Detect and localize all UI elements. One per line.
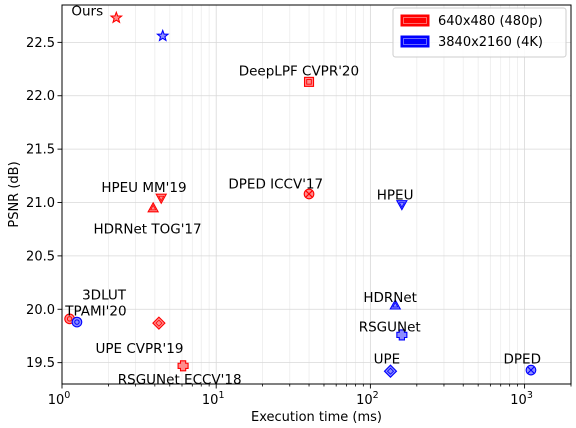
x-tick-label: 103 bbox=[510, 390, 533, 408]
point-4K-triangle-up bbox=[389, 298, 402, 310]
plot-frame bbox=[61, 4, 572, 385]
annotation-label: TPAMI'20 bbox=[64, 304, 126, 320]
point-annotations: Ours DeepLPF CVPR'20 HPEU MM'19 DPED ICCV'1… bbox=[64, 4, 541, 388]
point-480p-square bbox=[303, 76, 315, 87]
y-tick-label: 21.5 bbox=[26, 143, 55, 158]
legend: 640x480 (480p) 3840x2160 (4K) bbox=[392, 7, 567, 58]
x-tick-label: 101 bbox=[202, 390, 225, 408]
legend-swatch bbox=[400, 14, 430, 27]
point-4K-triangle-down bbox=[395, 200, 408, 211]
annotation-label: RSGUNet bbox=[359, 320, 421, 336]
annotation-label: RSGUNet ECCV'18 bbox=[118, 372, 242, 388]
y-tick-label: 19.5 bbox=[26, 356, 55, 371]
x-tick-label: 102 bbox=[356, 390, 379, 408]
x-tick-base: 10 bbox=[48, 393, 65, 408]
annotation-label: Ours bbox=[71, 4, 103, 20]
annotation-label: HDRNet TOG'17 bbox=[93, 221, 201, 237]
y-tick-label: 22.0 bbox=[26, 89, 55, 104]
x-tick-exponent: 2 bbox=[373, 390, 379, 401]
annotation-label: DPED bbox=[504, 352, 541, 368]
annotation-label: DPED ICCV'17 bbox=[228, 177, 323, 193]
legend-entry: 640x480 (480p) bbox=[400, 14, 543, 29]
annotation-label: 3DLUT bbox=[82, 288, 127, 304]
x-axis-ticks: 100 101 102 103 bbox=[48, 384, 572, 408]
x-axis-label: Execution time (ms) bbox=[251, 410, 382, 425]
point-4K-diamond bbox=[383, 364, 398, 378]
point-480p-triangle-down bbox=[155, 193, 168, 205]
y-tick-label: 20.5 bbox=[26, 249, 55, 264]
point-4K-circle bbox=[71, 316, 83, 328]
legend-entry: 3840x2160 (4K) bbox=[400, 35, 543, 50]
legend-box bbox=[392, 7, 567, 58]
annotation-label: UPE bbox=[374, 352, 401, 368]
annotation-label: HPEU bbox=[377, 187, 414, 203]
point-480p-star bbox=[109, 10, 124, 24]
y-tick-label: 21.0 bbox=[26, 196, 55, 211]
annotation-label: HPEU MM'19 bbox=[101, 180, 186, 196]
point-480p-diamond bbox=[152, 316, 166, 330]
point-480p-x-circle bbox=[303, 188, 315, 200]
y-tick-label: 20.0 bbox=[26, 303, 55, 318]
x-tick-label: 100 bbox=[48, 390, 71, 408]
point-480p-plus bbox=[177, 360, 189, 372]
legend-label: 640x480 (480p) bbox=[438, 14, 543, 29]
point-4K-star bbox=[155, 28, 170, 42]
y-tick-label: 22.5 bbox=[26, 36, 55, 51]
point-4K-x-circle bbox=[525, 364, 537, 376]
y-axis-ticks: 19.5 20.0 20.5 21.0 21.5 22.0 22.5 bbox=[26, 36, 62, 371]
y-axis-label: PSNR (dB) bbox=[7, 161, 22, 227]
point-480p-triangle-up bbox=[147, 201, 160, 213]
legend-swatch bbox=[400, 35, 430, 48]
legend-label: 3840x2160 (4K) bbox=[438, 35, 543, 50]
data-points bbox=[64, 10, 537, 378]
point-4K-plus bbox=[396, 329, 408, 341]
x-tick-exponent: 3 bbox=[527, 390, 533, 401]
annotation-label: DeepLPF CVPR'20 bbox=[239, 63, 359, 79]
x-tick-base: 10 bbox=[510, 393, 527, 408]
x-tick-exponent: 1 bbox=[218, 390, 224, 401]
x-tick-base: 10 bbox=[202, 393, 219, 408]
x-tick-exponent: 0 bbox=[64, 390, 70, 401]
x-tick-base: 10 bbox=[356, 393, 373, 408]
annotation-label: HDRNet bbox=[363, 290, 417, 306]
annotation-label: UPE CVPR'19 bbox=[96, 341, 184, 357]
